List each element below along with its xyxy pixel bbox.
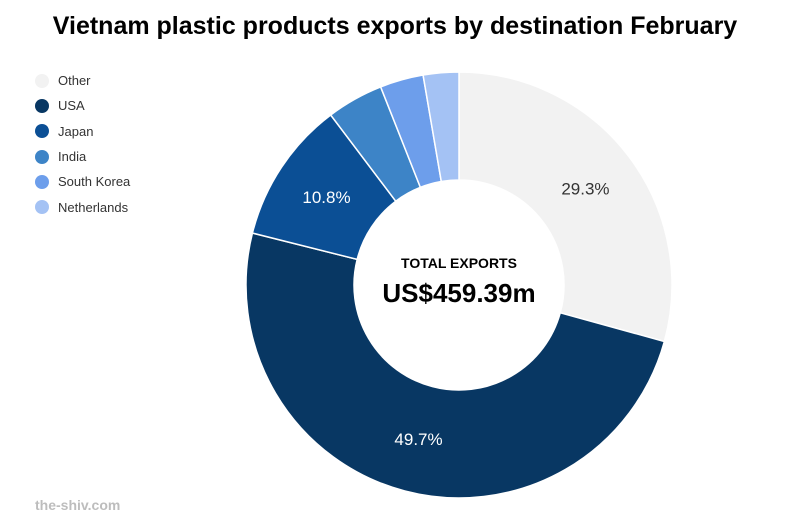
donut-slice-usa[interactable] xyxy=(245,232,666,499)
donut-slice-netherlands[interactable] xyxy=(422,71,460,183)
legend-label: Netherlands xyxy=(58,199,129,215)
donut-slice-other[interactable] xyxy=(458,71,673,343)
legend-label: USA xyxy=(58,98,85,114)
watermark: the-shiv.com xyxy=(35,497,121,513)
legend-item[interactable]: South Korea xyxy=(35,169,130,194)
legend-item[interactable]: Other xyxy=(35,68,130,93)
legend-swatch xyxy=(35,174,49,189)
legend-item[interactable]: USA xyxy=(35,93,130,118)
legend-item[interactable]: Netherlands xyxy=(35,194,130,219)
chart-legend: Other USA Japan India South Korea Netherlands xyxy=(35,68,130,220)
legend-label: Other xyxy=(58,73,91,89)
center-caption: TOTAL EXPORTS xyxy=(401,255,517,271)
slice-data-label: 49.7% xyxy=(394,430,442,449)
legend-swatch xyxy=(35,149,49,164)
legend-label: South Korea xyxy=(58,174,131,190)
legend-item[interactable]: India xyxy=(35,144,130,169)
legend-label: India xyxy=(58,149,87,165)
slice-data-label: 10.8% xyxy=(302,188,350,207)
legend-swatch xyxy=(35,200,49,215)
slice-data-label: 29.3% xyxy=(561,180,609,199)
legend-swatch xyxy=(35,98,49,113)
center-total-value: US$459.39m xyxy=(382,278,536,308)
chart-title: Vietnam plastic products exports by dest… xyxy=(52,12,738,40)
legend-swatch xyxy=(35,73,49,88)
legend-swatch xyxy=(35,124,49,139)
legend-label: Japan xyxy=(58,123,94,139)
legend-item[interactable]: Japan xyxy=(35,119,130,144)
